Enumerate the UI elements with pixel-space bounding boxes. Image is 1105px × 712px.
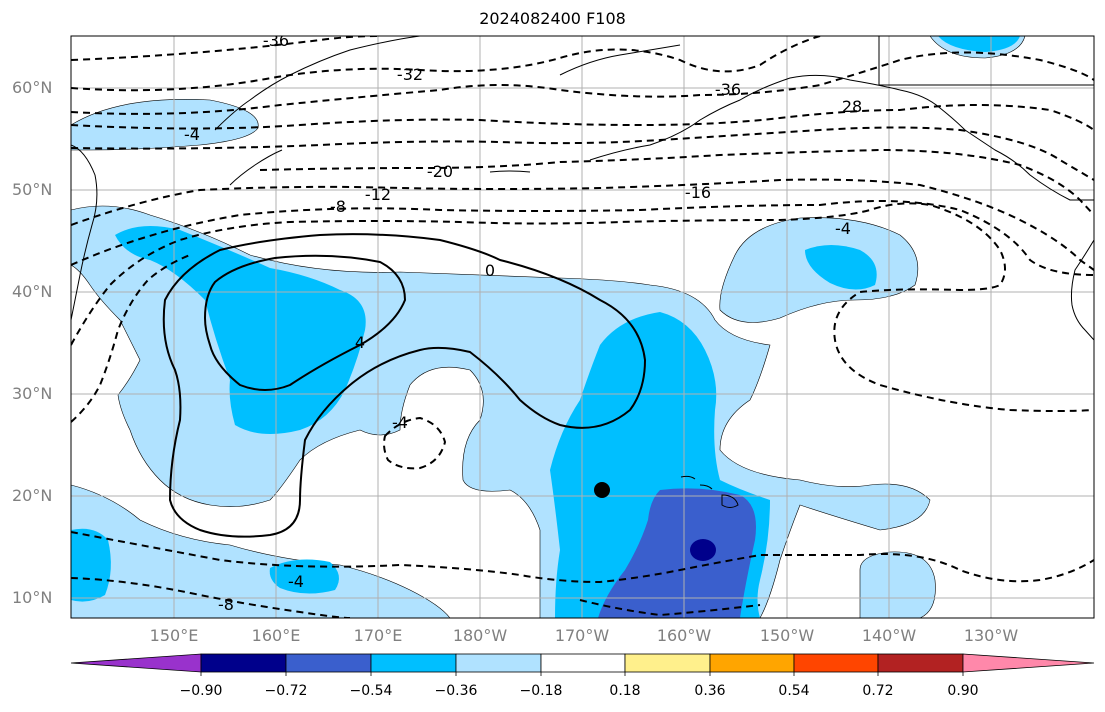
map-frame [70,35,1095,619]
colorbar-segment [540,653,626,673]
colorbar-tick-label: 0.18 [609,683,641,699]
colorbar-segment-min [70,653,202,673]
colorbar-tick-label: −0.36 [434,683,478,699]
lat-label: 10°N [12,588,53,607]
height-contours-positive [162,233,647,538]
lat-label: 30°N [12,384,53,403]
colorbar-segment [455,653,542,673]
lat-label: 40°N [12,282,53,301]
contour-label: -4 [835,219,851,238]
lon-label: 170°E [353,626,403,645]
fill-south-east [859,551,936,618]
colorbar [70,653,1095,676]
colorbar-segment [877,653,964,673]
height-contours-negative [71,36,1094,618]
colorbar-segment [709,653,795,673]
lon-label: 180°W [452,626,508,645]
contour-label: -12 [365,185,391,204]
contour-label: 0 [485,261,495,280]
contour-label: -36 [263,31,289,50]
graticule [71,36,1094,618]
map-title: 2024082400 F108 [479,9,626,28]
lon-label: 150°E [149,626,199,645]
lon-label: 140°W [861,626,917,645]
fill-far-west-south [71,528,111,602]
colorbar-tick-label: 0.72 [862,683,894,699]
colorbar-tick-label: −0.90 [179,683,223,699]
lat-label: 20°N [12,486,53,505]
fill-north-band [71,98,259,151]
storm-center-marker [594,482,610,498]
fill-top-right-dark [938,36,1020,52]
colorbar-segment [285,653,372,673]
lon-label: 160°E [251,626,301,645]
fill-east-small [805,245,877,290]
contour-label: -32 [397,65,423,84]
contour-label: -4 [184,125,200,144]
contour-label: -4 [288,572,304,591]
contour-label-group: -36 -32 -36 28 -4 -20 -16 -12 -8 -4 0 4 … [184,31,862,614]
contour-label: -8 [218,595,234,614]
colorbar-tick-label: 0.36 [694,683,726,699]
colorbar-tick-label: 0.90 [947,683,979,699]
lat-label: 60°N [12,78,53,97]
colorbar-segment-max [962,653,1095,673]
lon-label: 130°W [963,626,1019,645]
anomaly-fill-strong [598,488,756,618]
colorbar-tick-label: −0.72 [264,683,308,699]
lat-label: 50°N [12,180,53,199]
anomaly-fill-max [690,539,716,561]
contour-label: -36 [715,80,741,99]
contour-label: 4 [355,333,365,352]
colorbar-tick-label: −0.18 [519,683,563,699]
fill-south-small [269,559,339,594]
lon-label: 170°W [554,626,610,645]
contour-label: -16 [685,183,711,202]
lon-label: 160°W [656,626,712,645]
fill-west-core [115,226,366,434]
lon-label: 150°W [759,626,815,645]
colorbar-segment [200,653,287,673]
colorbar-segment [624,653,711,673]
colorbar-segment [370,653,457,673]
colorbar-segment [793,653,879,673]
colorbar-tick-label: 0.54 [778,683,810,699]
contour-label: -20 [427,162,453,181]
contour-label: 28 [842,97,862,116]
map-panel: -36 -32 -36 28 -4 -20 -16 -12 -8 -4 0 4 … [71,31,1094,618]
fill-south-west [71,484,451,618]
contour-label: -4 [392,413,408,432]
colorbar-tick-label: −0.54 [349,683,393,699]
contour-label: -8 [330,197,346,216]
